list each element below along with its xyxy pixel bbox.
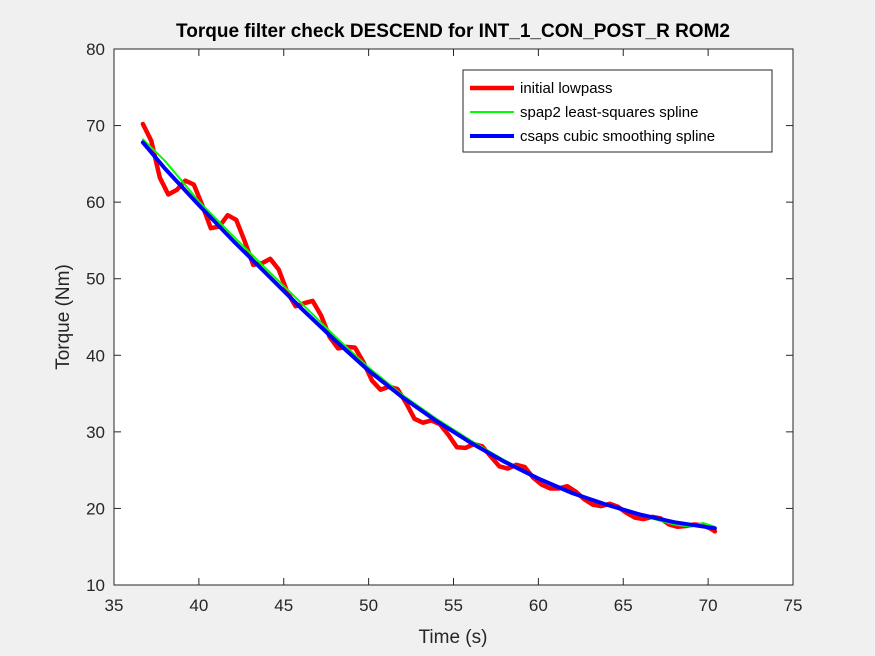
y-tick-label: 40 <box>86 346 105 365</box>
legend-entry-2: spap2 least-squares spline <box>520 104 698 121</box>
x-tick-label: 45 <box>274 596 293 615</box>
legend-box <box>462 69 773 153</box>
y-tick-label: 20 <box>86 499 105 518</box>
x-axis-label: Time (s) <box>419 627 488 648</box>
x-tick-label: 35 <box>105 596 124 615</box>
chart-title: Torque filter check DESCEND for INT_1_CO… <box>176 21 730 42</box>
x-tick-label: 65 <box>614 596 633 615</box>
y-tick-label: 80 <box>86 40 105 59</box>
legend: initial lowpass spap2 least-squares splin… <box>462 69 773 153</box>
x-tick-label: 55 <box>444 596 463 615</box>
y-tick-label: 50 <box>86 270 105 289</box>
y-tick-label: 70 <box>86 117 105 136</box>
series-line-3 <box>140 140 717 531</box>
legend-entry-1: initial lowpass <box>520 80 613 97</box>
y-axis-label: Torque (Nm) <box>53 264 74 370</box>
x-tick-label: 60 <box>529 596 548 615</box>
x-tick-label: 70 <box>699 596 718 615</box>
y-tick-label: 10 <box>86 576 105 595</box>
x-tick-label: 75 <box>784 596 803 615</box>
x-tick-label: 50 <box>359 596 378 615</box>
x-tick-label: 40 <box>189 596 208 615</box>
axis-tick-labels: 35 40 45 50 55 60 65 70 75 10 20 30 40 50 60 70 80 <box>86 40 802 615</box>
axis-ticks <box>113 48 794 586</box>
y-tick-label: 30 <box>86 423 105 442</box>
series-layer <box>140 121 718 534</box>
legend-entry-3: csaps cubic smoothing spline <box>520 128 715 145</box>
y-tick-label: 60 <box>86 193 105 212</box>
